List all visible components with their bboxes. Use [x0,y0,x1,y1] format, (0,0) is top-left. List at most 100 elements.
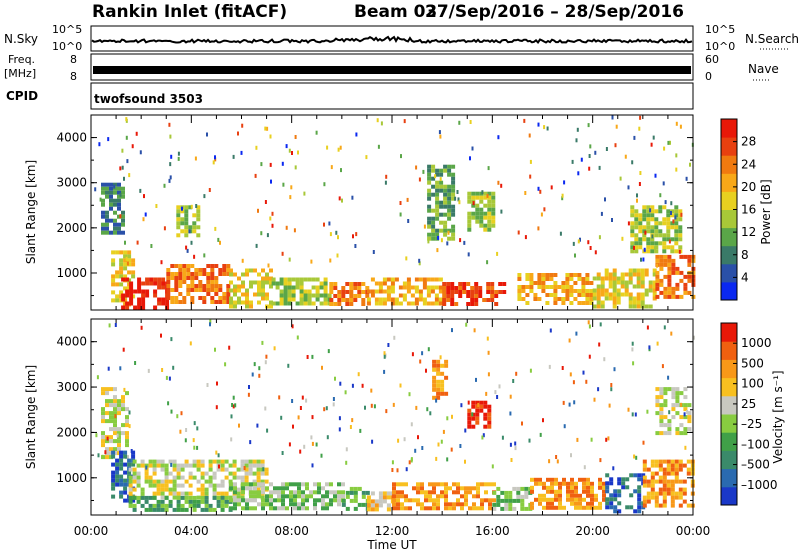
scatter-cell [228,345,231,350]
scatter-cell [380,121,383,126]
scatter-cell [119,366,122,371]
scatter-cell [232,154,235,159]
range-cell [277,498,281,503]
range-cell [257,494,261,499]
range-cell [574,493,578,498]
range-cell [156,503,161,508]
scatter-cell [577,171,580,176]
range-cell [589,293,594,297]
range-cell [666,237,671,242]
range-cell [466,302,471,306]
range-cell [475,195,480,200]
range-cell [687,427,692,432]
scatter-cell [648,345,651,350]
range-cell [414,301,419,306]
range-cell [687,274,692,279]
range-cell [196,233,201,238]
scatter-cell [405,467,408,472]
range-cell [642,205,647,210]
range-cell [125,443,129,448]
range-cell [466,290,471,294]
scatter-cell [486,193,489,198]
range-cell [582,477,586,482]
range-cell [404,482,408,487]
range-cell [184,213,189,218]
range-cell [144,507,149,512]
range-cell [249,300,253,305]
range-cell [119,490,124,495]
range-cell [279,289,284,294]
range-cell [436,383,441,388]
range-cell [273,498,277,503]
range-cell [145,281,150,286]
range-cell [444,363,449,368]
scatter-cell [230,437,233,442]
scatter-cell [634,412,637,417]
range-cell [667,282,672,287]
range-cell [470,302,475,306]
scatter-cell [296,335,299,340]
range-cell [475,211,480,216]
range-cell [451,184,456,189]
range-cell [549,293,554,297]
range-cell [545,293,550,297]
scatter-cell [383,351,386,356]
range-cell [269,494,273,499]
nave-tick-top: 60 [705,53,719,66]
range-cell [127,258,132,263]
scatter-cell [613,367,616,372]
range-cell [475,420,480,425]
range-cell [176,205,181,210]
range-cell [414,285,419,290]
range-cell [152,467,157,472]
range-cell [241,506,245,511]
range-cell [186,288,191,292]
x-tick-label: 08:00 [274,524,309,538]
scatter-cell [303,191,306,196]
scatter-cell [597,387,600,392]
range-cell [119,262,124,267]
range-cell [157,297,162,302]
range-cell [439,200,444,205]
range-cell [253,486,257,491]
scatter-cell [293,228,296,233]
range-cell [192,225,197,230]
range-cell [125,423,129,428]
range-cell [111,486,116,491]
range-cell [228,471,233,476]
range-cell [666,491,671,496]
range-cell [123,258,128,263]
range-cell [216,467,221,472]
scatter-cell [642,257,645,262]
scatter-cell [332,397,335,401]
range-cell [483,416,488,421]
range-cell [123,266,128,271]
range-cell [117,206,121,211]
range-cell [420,506,424,511]
scatter-cell [563,180,566,185]
range-cell [634,217,639,222]
range-cell [483,412,488,417]
scatter-cell [215,450,218,455]
range-cell [516,490,521,495]
range-cell [621,485,626,490]
range-cell [666,213,671,218]
range-cell [581,285,586,289]
range-cell [248,467,253,472]
colorbar-swatch [721,263,737,283]
range-cell [140,487,145,492]
range-cell [412,498,416,503]
range-cell [361,282,366,286]
scatter-cell [568,338,571,343]
range-cell [256,467,261,472]
colorbar-swatch [721,173,737,192]
range-cell [257,292,261,297]
range-cell [182,268,187,272]
range-cell [192,499,197,504]
range-cell [105,190,109,195]
range-cell [443,224,448,229]
range-cell [620,284,625,289]
range-cell [475,203,480,208]
range-cell [218,272,223,276]
range-cell [438,301,443,306]
